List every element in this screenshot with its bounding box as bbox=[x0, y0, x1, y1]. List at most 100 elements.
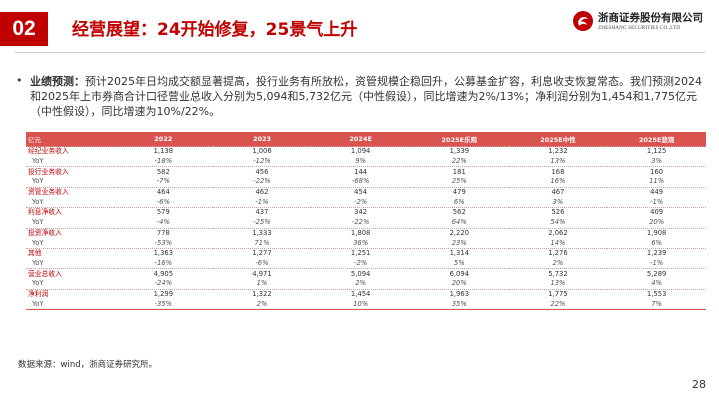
row-label-cell: YoY bbox=[32, 258, 44, 267]
table-cell: -22% bbox=[253, 177, 271, 186]
table-cell: 4,971 bbox=[212, 268, 312, 279]
table-cell: 5,289 bbox=[607, 268, 706, 279]
table-cell: 13% bbox=[550, 157, 566, 166]
table-cell: 22% bbox=[451, 157, 467, 166]
table-cell: 25% bbox=[451, 177, 467, 186]
table-cell: 144 bbox=[311, 166, 410, 178]
table-row-yoy: YoY -16% -6% -2% 5% 2% -1% bbox=[26, 259, 706, 269]
table-cell: 778 bbox=[114, 227, 213, 239]
row-label-cell: 经纪业务收入 bbox=[26, 145, 114, 157]
row-label-cell: 营业总收入 bbox=[26, 268, 114, 279]
table-row-yoy: YoY -7% -22% -68% 25% 16% 11% bbox=[26, 177, 706, 187]
table-cell: 1,908 bbox=[607, 227, 706, 239]
table-cell: 1,276 bbox=[508, 247, 608, 259]
table-row: 投资净收入 778 1,333 1,808 2,220 2,062 1,908 bbox=[26, 227, 706, 239]
column-header: 2022 bbox=[114, 132, 213, 147]
row-label-cell: YoY bbox=[32, 177, 44, 186]
table-row-yoy: YoY -35% 2% 10% 35% 22% 7% bbox=[26, 299, 706, 309]
row-label-cell: YoY bbox=[32, 197, 44, 206]
forecast-table: 亿元 2022 2023 2024E 2025E乐观 2025E中性 2025E… bbox=[26, 132, 706, 310]
table-cell: 462 bbox=[212, 186, 312, 198]
table-cell: -24% bbox=[154, 279, 173, 288]
table-cell: 6% bbox=[651, 238, 663, 247]
table-cell: 1,454 bbox=[311, 288, 410, 300]
table-cell: -53% bbox=[154, 238, 173, 247]
row-label-cell: 投资净收入 bbox=[26, 227, 114, 239]
table-cell: 4,905 bbox=[114, 268, 213, 279]
table-cell: 342 bbox=[311, 207, 410, 218]
table-cell: 1,322 bbox=[212, 288, 312, 300]
table-cell: -6% bbox=[255, 258, 269, 267]
table-cell: 3% bbox=[651, 157, 663, 166]
row-label-cell: 其他 bbox=[26, 247, 114, 259]
table-cell: 7% bbox=[651, 299, 663, 308]
table-cell: 1,239 bbox=[607, 247, 706, 259]
table-cell: 1,277 bbox=[212, 247, 312, 259]
table-row-yoy: YoY -18% -12% 9% 22% 13% 3% bbox=[26, 157, 706, 167]
table-row: 净利润 1,299 1,322 1,454 1,963 1,775 1,553 bbox=[26, 288, 706, 300]
table-cell: 456 bbox=[212, 166, 312, 178]
table-row: 资管业务收入 464 462 454 479 467 449 bbox=[26, 186, 706, 198]
table-row: 营业总收入 4,905 4,971 5,094 6,094 5,732 5,289 bbox=[26, 268, 706, 279]
column-header: 2024E bbox=[311, 132, 410, 147]
table-cell: 20% bbox=[451, 279, 467, 288]
table-row: 投行业务收入 582 456 144 181 168 160 bbox=[26, 166, 706, 178]
column-header: 2025E悲观 bbox=[607, 132, 706, 147]
table-cell: -25% bbox=[253, 218, 271, 227]
table-row: 其他 1,363 1,277 1,251 1,314 1,276 1,239 bbox=[26, 247, 706, 259]
row-label-cell: 净利润 bbox=[26, 288, 114, 300]
table-cell: 1,232 bbox=[508, 145, 608, 157]
company-logo: 浙商证券股份有限公司 ZHESHANG SECURITIES CO.,LTD bbox=[572, 10, 712, 36]
table-cell: 1,138 bbox=[114, 145, 213, 157]
forecast-table-container: 亿元 2022 2023 2024E 2025E乐观 2025E中性 2025E… bbox=[26, 132, 706, 310]
table-cell: 54% bbox=[550, 218, 566, 227]
column-header: 亿元 bbox=[26, 132, 114, 147]
table-cell: 1,808 bbox=[311, 227, 410, 239]
column-header: 2025E乐观 bbox=[409, 132, 509, 147]
column-header: 2023 bbox=[212, 132, 312, 147]
table-cell: 35% bbox=[451, 299, 467, 308]
table-cell: 10% bbox=[353, 299, 369, 308]
table-cell: 64% bbox=[451, 218, 467, 227]
row-label-cell: YoY bbox=[32, 279, 44, 288]
row-label-cell: 利息净收入 bbox=[26, 207, 114, 218]
table-cell: 9% bbox=[355, 157, 367, 166]
table-cell: -1% bbox=[650, 197, 664, 206]
zheshang-logo-icon bbox=[573, 11, 593, 31]
table-cell: -12% bbox=[253, 157, 271, 166]
table-cell: 6% bbox=[453, 197, 465, 206]
table-cell: 409 bbox=[607, 207, 706, 218]
table-cell: 582 bbox=[114, 166, 213, 178]
page-number: 28 bbox=[692, 378, 706, 391]
table-cell: 1,775 bbox=[508, 288, 608, 300]
header-divider bbox=[15, 52, 705, 53]
table-cell: 22% bbox=[550, 299, 566, 308]
table-cell: 3% bbox=[552, 197, 564, 206]
table-cell: -6% bbox=[156, 197, 170, 206]
table-cell: 1,553 bbox=[607, 288, 706, 300]
table-cell: 562 bbox=[409, 207, 509, 218]
table-cell: 579 bbox=[114, 207, 213, 218]
table-cell: 1,314 bbox=[409, 247, 509, 259]
table-cell: -18% bbox=[154, 157, 173, 166]
table-cell: -22% bbox=[351, 218, 370, 227]
table-cell: 16% bbox=[550, 177, 566, 186]
table-cell: -2% bbox=[354, 258, 368, 267]
forecast-label: 业绩预测： bbox=[30, 75, 85, 88]
logo-en-text: ZHESHANG SECURITIES CO.,LTD bbox=[598, 25, 681, 31]
table-cell: 2% bbox=[552, 258, 564, 267]
table-cell: 437 bbox=[212, 207, 312, 218]
table-row: 利息净收入 579 437 342 562 526 409 bbox=[26, 207, 706, 218]
table-cell: -4% bbox=[156, 218, 170, 227]
table-cell: 1,251 bbox=[311, 247, 410, 259]
table-cell: 5% bbox=[453, 258, 465, 267]
table-row-yoy: YoY -53% 71% 36% 23% 14% 6% bbox=[26, 238, 706, 248]
column-header: 2025E中性 bbox=[508, 132, 608, 147]
table-cell: 526 bbox=[508, 207, 608, 218]
table-cell: 23% bbox=[451, 238, 467, 247]
table-cell: 1,299 bbox=[114, 288, 213, 300]
table-cell: 449 bbox=[607, 186, 706, 198]
table-cell: 2% bbox=[256, 299, 268, 308]
table-cell: -1% bbox=[255, 197, 269, 206]
row-label-cell: 投行业务收入 bbox=[26, 166, 114, 178]
